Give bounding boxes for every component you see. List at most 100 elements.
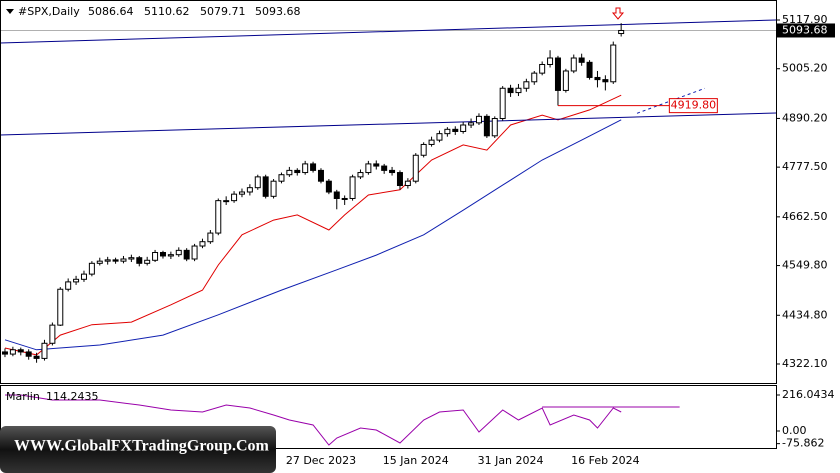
plot-layer [0,19,777,446]
candle-body [9,349,16,355]
header-high: 5110.62 [144,5,190,18]
candle-body [475,115,482,124]
candle-body [357,172,364,178]
candle-body [547,57,554,65]
candle-body [80,273,87,280]
candle-body [246,187,253,193]
candle-body [278,174,285,182]
y-tick-label: -75.862 [782,437,824,450]
header-low: 5079.71 [200,5,246,18]
candle-body [373,163,380,167]
current-price-label: 5093.68 [782,23,828,36]
candle-body [523,81,530,89]
candle-body [302,163,309,174]
candle-body [444,128,451,135]
candle-body [25,351,32,357]
candle-body [254,176,261,189]
candle-body [310,163,317,171]
line [4,119,622,351]
line [0,19,777,44]
x-tick-label: 15 Jan 2024 [383,454,449,467]
level-label: 4919.80 [671,99,717,112]
x-tick-label: 27 Dec 2023 [286,454,356,467]
candle-body [286,169,293,176]
candle-body [144,259,151,264]
candle-body [159,252,166,257]
y-tick-label: 4322.10 [782,357,828,370]
candle-body [325,180,332,193]
candle-body [515,87,522,94]
menu-triangle [6,9,14,14]
candle-body [215,200,222,234]
candle-body [428,139,435,145]
candle-body [17,349,24,353]
candle-body [96,260,103,264]
y-tick-label: 4890.20 [782,111,828,124]
y-tick-label: 4777.50 [782,160,828,173]
candle-body [570,57,577,72]
y-tick-label: 5117.90 [782,13,828,26]
oscillator-title: Marlin [6,390,40,403]
header-close: 5093.68 [255,5,301,18]
x-tick-label: 16 Feb 2024 [571,454,639,467]
candle-body [618,29,625,35]
y-tick-label: 5005.20 [782,62,828,75]
y-tick-label: 4434.80 [782,308,828,321]
y-tick-label: 4662.50 [782,210,828,223]
watermark-box [0,426,276,473]
candle-body [341,197,348,200]
y-tick-label: 4549.80 [782,259,828,272]
candle-body [57,288,64,326]
candle-body [238,191,245,195]
candle-body [594,76,601,81]
candle-body [231,193,238,202]
candle-body [412,154,419,182]
candle-body [294,169,301,174]
candle-body [191,245,198,260]
candle-body [33,355,40,359]
candle-body [270,180,277,197]
signal-arrow [611,7,625,20]
candle-body [41,342,48,359]
candle-body [365,163,372,174]
x-tick-label: 31 Jan 2024 [478,454,544,467]
candle-body [562,70,569,91]
candle-body [65,281,72,290]
candle-body [136,257,143,264]
y-tick-label: 0.00 [782,424,807,437]
main-pane-border [0,0,777,384]
candle-body [1,351,8,355]
candle-body [539,63,546,74]
candle-body [436,133,443,141]
candle-body [554,57,561,91]
candle-body [396,172,403,187]
candle-body [404,180,411,187]
candle-body [317,169,324,182]
candle-body [175,249,182,256]
header-open: 5086.64 [88,5,134,18]
candle-body [88,262,95,275]
candle-body [420,143,427,156]
candle-body [104,259,111,262]
line [4,94,622,356]
candle-body [128,257,135,260]
candle-body [223,200,230,203]
oscillator-line [5,394,622,446]
symbol-title: #SPX,Daily [18,5,80,18]
candle-body [578,57,585,63]
candle-body [586,61,593,78]
candle-body [333,191,340,199]
candle-body [167,254,174,257]
level-label-box [668,98,718,114]
candle-body [381,165,388,171]
oscillator-pane-border [0,385,777,449]
candle-body [120,258,127,262]
candle-body [207,232,214,243]
candle-body [452,128,459,132]
candle-body [73,278,80,283]
candle-body [183,249,190,260]
watermark: WWW.GlobalFXTradingGroup.Com [14,438,270,455]
candle-body [602,79,609,83]
candle-body [499,87,506,120]
